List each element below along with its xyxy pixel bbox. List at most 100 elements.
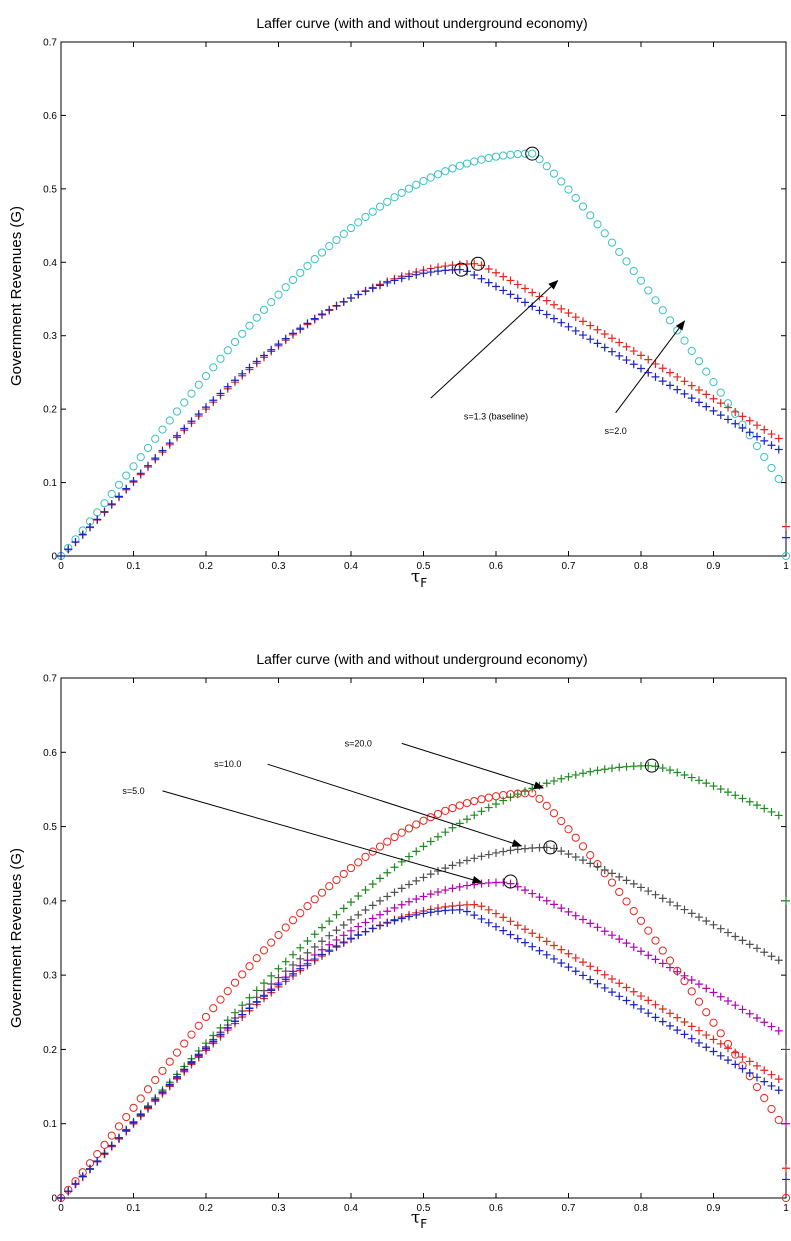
data-point (702, 984, 711, 993)
data-point (296, 324, 305, 333)
data-point (738, 1064, 747, 1073)
data-point (687, 381, 696, 390)
data-point (658, 894, 667, 903)
data-point (158, 1087, 167, 1096)
data-point (724, 1044, 732, 1053)
data-point (767, 1104, 776, 1114)
data-point (267, 345, 276, 354)
data-point (629, 266, 638, 276)
data-point (542, 310, 551, 319)
x-tick-label: 0.6 (489, 1203, 503, 1214)
data-point (361, 287, 370, 296)
data-point (231, 376, 239, 385)
y-tick-label: 0.7 (43, 38, 57, 49)
peak-marker (454, 262, 469, 277)
data-point (499, 151, 508, 160)
data-point (404, 184, 414, 193)
data-point (673, 1026, 682, 1035)
data-point (209, 1037, 218, 1046)
data-point (122, 1126, 131, 1135)
data-point (448, 164, 457, 173)
data-point (521, 844, 529, 853)
data-point (397, 274, 406, 283)
data-point (774, 445, 783, 454)
data-point (608, 869, 616, 878)
series-5 (57, 905, 783, 1202)
data-point (129, 1118, 138, 1127)
data-point (419, 816, 428, 825)
data-point (571, 313, 580, 322)
data-point (477, 274, 486, 283)
data-point (470, 811, 479, 820)
x-tick-label: 0.4 (344, 1203, 358, 1214)
series-1 (57, 259, 783, 560)
data-point (702, 390, 711, 399)
data-point (564, 322, 573, 331)
data-point (390, 916, 399, 925)
data-point (303, 261, 312, 270)
data-point (687, 975, 696, 984)
data-point (666, 1021, 674, 1030)
data-point (586, 962, 595, 971)
data-point (281, 957, 290, 966)
y-tick-label: 0 (51, 1194, 57, 1205)
data-point (115, 1133, 123, 1142)
data-point (412, 910, 421, 919)
data-point (347, 915, 355, 924)
data-point (303, 902, 312, 911)
data-point (223, 346, 232, 355)
data-point (325, 946, 334, 955)
y-ticks: 0 0.1 0.2 0.3 0.4 0.5 0.6 0.7 (43, 674, 786, 1205)
annotation: s=20.0 (345, 738, 545, 790)
data-point (339, 869, 348, 879)
data-point (586, 335, 595, 344)
data-point (484, 793, 493, 802)
data-point (107, 1131, 116, 1140)
data-point (622, 342, 631, 351)
data-point (368, 914, 377, 923)
data-point (296, 964, 305, 973)
data-point (535, 306, 544, 315)
x-axis-label-subscript: F (420, 1217, 427, 1231)
data-point (448, 803, 457, 813)
data-point (376, 874, 384, 883)
data-point (782, 1175, 790, 1184)
data-point (397, 900, 406, 909)
data-point (781, 1193, 791, 1203)
data-point (716, 388, 725, 397)
data-point (702, 402, 711, 411)
data-point (463, 907, 471, 916)
data-point (492, 268, 500, 277)
data-point (571, 833, 580, 842)
data-point (71, 537, 80, 546)
x-axis-label-symbol: τ (411, 567, 420, 587)
data-point (368, 207, 377, 216)
annotation-label: s=1.3 (baseline) (464, 411, 528, 421)
data-point (151, 434, 160, 443)
data-point (455, 801, 464, 810)
data-point (535, 946, 544, 955)
x-tick-label: 0.5 (417, 1203, 431, 1214)
data-point (586, 975, 595, 984)
data-point (325, 242, 334, 251)
x-tick-label: 0 (58, 1203, 64, 1214)
data-point (702, 916, 711, 925)
data-point (274, 340, 283, 349)
data-point (622, 356, 631, 365)
data-point (564, 963, 573, 972)
data-point (658, 1004, 667, 1013)
data-point (702, 367, 711, 376)
data-point (434, 267, 442, 276)
data-point (702, 779, 711, 788)
data-point (593, 339, 602, 348)
data-point (637, 364, 645, 373)
data-point (223, 987, 232, 996)
data-point (564, 849, 573, 858)
laffer-chart-bottom: Laffer curve (with and without undergrou… (8, 651, 791, 1231)
x-tick-label: 0.8 (634, 561, 648, 572)
data-point (564, 772, 573, 781)
data-point (281, 334, 290, 343)
data-point (260, 979, 268, 988)
data-point (528, 942, 537, 951)
data-point (549, 169, 559, 178)
